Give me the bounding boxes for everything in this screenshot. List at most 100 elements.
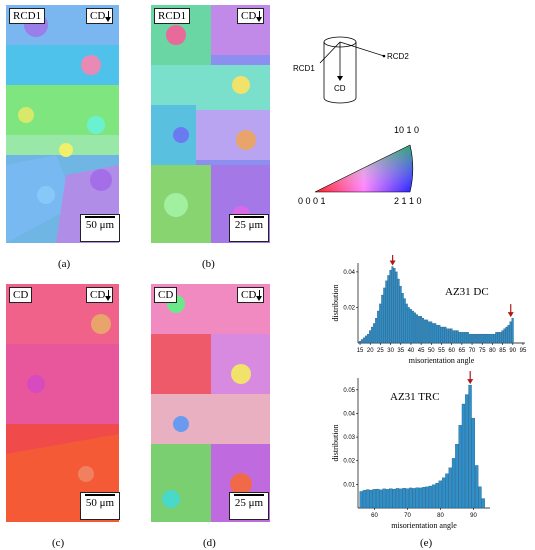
ebsd-map-c-image: [6, 284, 119, 522]
y-tick-label-0.04: 0.04: [343, 270, 355, 276]
bar-92: [478, 486, 482, 509]
bar-78: [487, 333, 490, 344]
red-arrowhead-icon: [507, 312, 514, 318]
caption-c: (c): [52, 537, 65, 549]
x-tick-label-80: 80: [489, 348, 496, 354]
bar-67: [395, 488, 400, 509]
bar-65: [389, 488, 393, 509]
x-axis-label: misorientation angle: [391, 521, 457, 530]
bar-76: [425, 486, 429, 509]
x-tick-label-55: 55: [438, 348, 445, 354]
ebsd-map-a-image: [6, 5, 119, 243]
x-tick-label-15: 15: [357, 348, 364, 354]
bar-50: [430, 321, 433, 344]
x-tick-label-30: 30: [387, 348, 394, 354]
x-tick-label-45: 45: [418, 348, 425, 354]
bar-76: [483, 333, 486, 344]
y-tick-label-0.02: 0.02: [343, 459, 355, 465]
bar-91: [474, 465, 479, 509]
bar-85: [455, 444, 459, 509]
bar-58: [366, 489, 370, 509]
x-tick-label-65: 65: [459, 348, 466, 354]
bar-42: [413, 312, 416, 344]
bar-70: [405, 488, 409, 509]
x-axis-label: misorientation angle: [409, 356, 475, 365]
bar-59: [369, 489, 373, 509]
y-axis-label: distribution: [331, 285, 340, 322]
bar-81: [442, 477, 446, 509]
bar-33: [395, 271, 398, 344]
bar-55: [440, 326, 443, 344]
bar-66: [462, 332, 465, 344]
bar-71: [472, 333, 475, 344]
bar-68: [399, 488, 403, 509]
bar-15: [358, 341, 361, 344]
bar-40: [409, 309, 412, 344]
bar-45: [419, 316, 423, 344]
bar-57: [362, 490, 367, 509]
bar-90: [511, 317, 514, 344]
bar-88: [465, 394, 469, 509]
bar-23: [375, 317, 378, 344]
x-tick-label-60: 60: [371, 513, 378, 519]
bar-85: [501, 330, 504, 344]
x-tick-label-90: 90: [509, 348, 516, 354]
bar-68: [466, 332, 469, 344]
bar-63: [382, 488, 386, 509]
bar-21: [371, 326, 374, 344]
bar-26: [381, 294, 384, 344]
bar-32: [393, 268, 396, 344]
ebsd-map-c: [6, 284, 119, 522]
x-tick-label-50: 50: [428, 348, 435, 354]
caption-b: (b): [202, 258, 215, 270]
bar-64: [458, 332, 461, 344]
bar-56: [359, 491, 363, 509]
bar-53: [436, 325, 439, 344]
bar-39: [407, 307, 410, 344]
ebsd-map-a: [6, 5, 119, 243]
down-arrow-icon: [105, 290, 112, 301]
x-tick-label-80: 80: [437, 513, 444, 519]
bar-57: [444, 326, 447, 344]
bar-82: [445, 473, 449, 509]
bar-86: [503, 328, 506, 344]
down-arrow-icon: [256, 290, 263, 301]
x-tick-label-25: 25: [377, 348, 384, 354]
scale-line: [85, 494, 115, 496]
scale-label-d: 25 μm: [234, 497, 264, 509]
scale-bar-b: 25 μm: [229, 214, 269, 242]
bar-46: [422, 317, 425, 344]
tag-d-left: CD: [154, 287, 178, 303]
tag-d-right-text: CD: [241, 289, 257, 301]
bar-74: [418, 487, 423, 509]
bar-83: [497, 332, 500, 344]
bar-60: [450, 328, 453, 344]
ipf-label-left: 0 0 0 1: [298, 196, 326, 206]
caption-e: (e): [420, 537, 433, 549]
schematic-rcd1: RCD1: [293, 64, 315, 73]
bar-72: [474, 333, 477, 344]
bar-75: [481, 333, 484, 344]
chart-title: AZ31 DC: [445, 286, 489, 298]
scale-bar-a: 50 μm: [80, 214, 120, 242]
scale-line: [234, 494, 264, 496]
bar-61: [452, 330, 455, 344]
bar-64: [385, 489, 390, 509]
chart-az31-trc: 60 70 80 90 0.01 0.02 0.03 0.04 0.05 misorientati…: [331, 371, 490, 530]
bar-93: [481, 498, 485, 509]
bar-75: [422, 487, 426, 509]
bar-89: [509, 321, 512, 344]
ebsd-map-d-image: [151, 284, 270, 522]
chart-title: AZ31 TRC: [390, 391, 440, 403]
bar-88: [507, 325, 510, 344]
scale-label-c: 50 μm: [85, 497, 115, 509]
bar-24: [377, 310, 380, 344]
bar-28: [385, 280, 388, 344]
bar-73: [415, 487, 419, 509]
bar-41: [411, 310, 414, 344]
tag-c-right: CD: [86, 287, 114, 303]
y-axis-label: distribution: [331, 425, 340, 462]
bar-80: [438, 480, 442, 509]
y-tick-label-0.05: 0.05: [343, 388, 355, 394]
bar-74: [479, 333, 482, 344]
